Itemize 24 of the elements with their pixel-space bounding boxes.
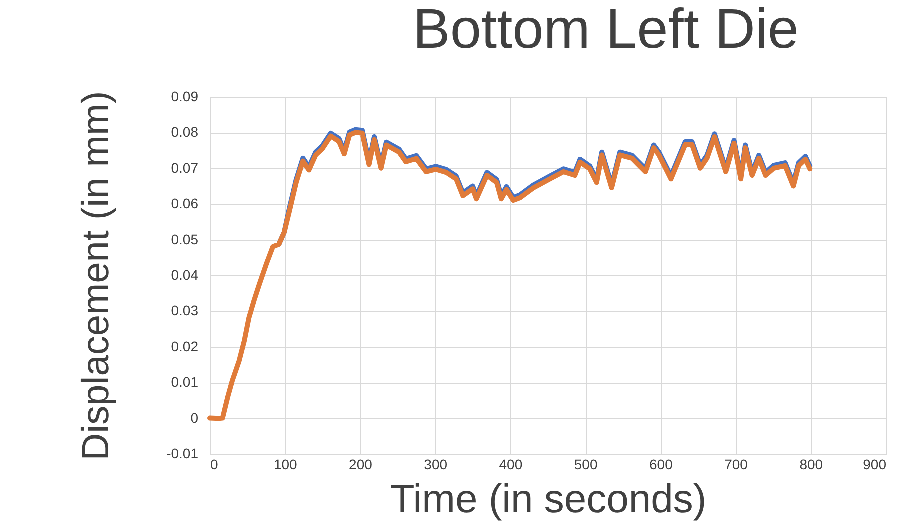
y-tick-label: 0.09 <box>171 88 199 104</box>
y-tick-label: 0.03 <box>171 302 199 319</box>
x-tick-label: 500 <box>574 456 598 472</box>
x-tick-label: 800 <box>800 456 824 472</box>
x-tick-label: 0 <box>210 456 218 472</box>
y-tick-label: 0.07 <box>171 160 199 176</box>
x-tick-label: 700 <box>724 456 748 472</box>
y-tick-label: 0.08 <box>171 124 199 140</box>
y-tick-label: 0 <box>190 410 199 426</box>
x-tick-label: 100 <box>274 456 298 472</box>
x-axis-title: Time (in seconds) <box>390 478 707 522</box>
y-tick-label: 0.06 <box>171 196 199 212</box>
x-tick-label: 600 <box>649 456 674 472</box>
y-tick-label: 0.02 <box>171 338 199 354</box>
x-tick-label: 200 <box>349 456 373 472</box>
y-tick-label: 0.01 <box>171 374 199 390</box>
x-tick-label: 900 <box>863 456 887 472</box>
y-tick-label: -0.01 <box>166 446 199 462</box>
y-axis-title: Displacement (in mm) <box>76 91 118 461</box>
chart-title: Bottom Left Die <box>413 0 799 60</box>
y-tick-label: 0.04 <box>171 267 199 283</box>
x-tick-label: 300 <box>424 456 448 472</box>
y-tick-label: 0.05 <box>171 231 199 248</box>
x-tick-label: 400 <box>499 456 523 472</box>
